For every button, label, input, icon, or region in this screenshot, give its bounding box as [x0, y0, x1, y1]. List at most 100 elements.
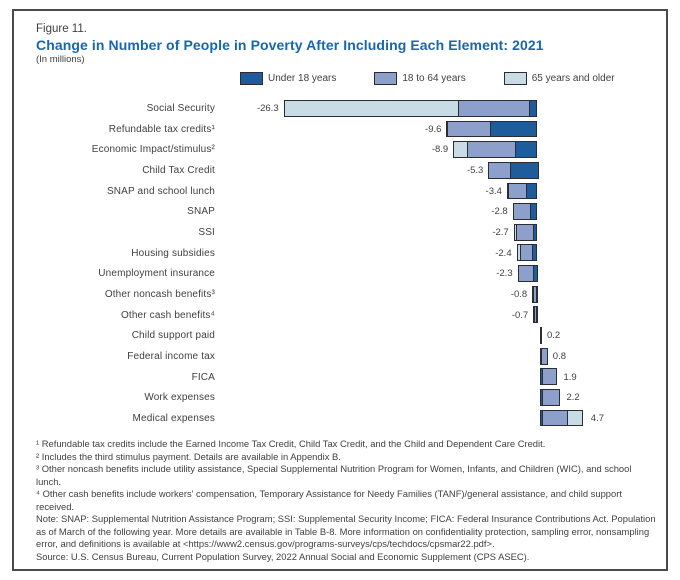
footnote-3: ³ Other noncash benefits include utility…: [36, 463, 632, 487]
bar-segment-18-to-64: [447, 120, 491, 138]
stacked-bar: [446, 120, 538, 138]
legend-label-18-to-64: 18 to 64 years: [402, 73, 466, 85]
value-label: -2.7: [492, 227, 509, 239]
stacked-bar: [540, 347, 548, 365]
chart-row: Refundable tax credits¹ -9.6: [22, 119, 654, 140]
stacked-bar: [540, 389, 561, 406]
category-label: Other cash benefits⁴: [120, 309, 215, 321]
figure-subtitle: (In millions): [36, 54, 85, 66]
bar-segment-under-18: [529, 203, 538, 220]
bar-segment-under-18: [510, 161, 539, 179]
category-label: Child support paid: [131, 330, 215, 342]
legend-swatch-under-18: [240, 72, 263, 86]
bar-segment-18-to-64: [541, 389, 561, 406]
legend-label-65-older: 65 years and older: [531, 73, 615, 85]
value-label: -26.3: [256, 103, 279, 115]
chart-row: Child Tax Credit -5.3: [22, 160, 654, 181]
figure-frame: Figure 11. Change in Number of People in…: [12, 9, 668, 571]
source-text: Source: U.S. Census Bureau, Current Popu…: [36, 550, 530, 562]
stacked-bar: [283, 99, 538, 117]
figure-title: Change in Number of People in Poverty Af…: [36, 37, 544, 54]
footnote-1: ¹ Refundable tax credits include the Ear…: [36, 438, 546, 450]
bar-segment-18-to-64: [488, 161, 512, 179]
stacked-bar: [512, 203, 538, 220]
stacked-bar: [532, 285, 539, 303]
chart-row: SSI -2.7: [22, 222, 654, 243]
value-label: -0.7: [511, 309, 529, 321]
bar-segment-65-older: [283, 99, 460, 117]
value-label: 1.9: [563, 371, 577, 383]
chart-legend: Under 18 years 18 to 64 years 65 years a…: [240, 71, 658, 86]
category-label: SNAP: [187, 206, 215, 218]
category-label: Refundable tax credits¹: [108, 123, 215, 135]
value-label: 0.8: [552, 350, 567, 362]
value-label: -5.3: [466, 165, 484, 177]
chart-row: Housing subsidies -2.4: [22, 243, 654, 264]
bar-segment-18-to-64: [518, 265, 534, 282]
chart-row: SNAP -2.8: [22, 202, 654, 223]
bar-segment-18-to-64: [541, 368, 558, 386]
bar-segment-under-18: [532, 265, 539, 282]
value-label: -2.3: [496, 268, 513, 280]
category-label: Social Security: [146, 103, 215, 115]
category-label: Other noncash benefits³: [104, 288, 215, 300]
bar-segment-18-to-64: [540, 327, 542, 344]
chart-row: Economic Impact/stimulus² -8.9: [22, 140, 654, 161]
stacked-bar: [513, 223, 538, 241]
legend-item-18-to-64: 18 to 64 years: [374, 72, 466, 86]
legend-item-under-18: Under 18 years: [240, 72, 337, 86]
stacked-bar: [540, 368, 558, 386]
footnote-4: ⁴ Other cash benefits include workers' c…: [36, 488, 622, 512]
chart-row: FICA 1.9: [22, 367, 654, 388]
category-label: Economic Impact/stimulus²: [91, 144, 215, 156]
category-label: Federal income tax: [127, 350, 215, 362]
bar-segment-18-to-64: [457, 99, 530, 117]
bar-segment-under-18: [531, 244, 538, 262]
category-label: Unemployment insurance: [98, 268, 215, 280]
bar-segment-65-older: [566, 409, 584, 427]
chart-row: SNAP and school lunch -3.4: [22, 181, 654, 202]
category-label: Work expenses: [144, 392, 215, 404]
value-label: -3.4: [485, 185, 502, 197]
stacked-bar: [540, 327, 542, 344]
chart-row: Work expenses 2.2: [22, 387, 654, 408]
chart-row: Social Security -26.3: [22, 98, 654, 119]
legend-swatch-18-to-64: [374, 72, 398, 86]
note-text: Note: SNAP: Supplemental Nutrition Assis…: [36, 513, 656, 550]
value-label: -2.8: [491, 206, 508, 218]
chart-rows: Social Security -26.3 Refundable tax credi…: [22, 98, 654, 429]
category-label: Medical expenses: [132, 412, 215, 424]
value-label: -2.4: [495, 247, 512, 259]
stacked-bar: [517, 265, 539, 282]
stacked-bar: [533, 306, 539, 324]
footnote-2: ² Includes the third stimulus payment. D…: [36, 450, 341, 462]
chart-row: Medical expenses 4.7: [22, 408, 654, 429]
category-label: FICA: [191, 371, 215, 383]
category-label: SNAP and school lunch: [106, 185, 215, 197]
category-label: Housing subsidies: [131, 247, 215, 259]
bar-segment-under-18: [525, 182, 538, 200]
bar-segment-18-to-64: [516, 223, 535, 241]
stacked-bar: [488, 161, 539, 179]
bar-segment-18-to-64: [513, 203, 531, 220]
chart-row: Child support paid 0.2: [22, 325, 654, 346]
category-label: SSI: [198, 227, 215, 239]
bar-segment-under-18: [528, 99, 538, 117]
legend-swatch-65-older: [503, 72, 527, 86]
footnotes-block: ¹ Refundable tax credits include the Ear…: [36, 438, 658, 563]
bar-segment-18-to-64: [507, 182, 528, 200]
stacked-bar: [540, 409, 584, 427]
value-label: 2.2: [566, 392, 580, 404]
figure-content: Figure 11. Change in Number of People in…: [14, 11, 666, 563]
stacked-bar: [453, 141, 538, 158]
category-label: Child Tax Credit: [142, 165, 215, 177]
value-label: -8.9: [431, 144, 449, 156]
chart-row: Unemployment insurance -2.3: [22, 264, 654, 285]
figure-number: Figure 11.: [36, 23, 87, 35]
legend-label-under-18: Under 18 years: [268, 73, 337, 85]
bar-segment-under-18: [514, 141, 538, 158]
bar-segment-18-to-64: [467, 141, 517, 158]
chart-row: Other cash benefits⁴ -0.7: [22, 305, 654, 326]
stacked-bar: [516, 244, 538, 262]
bar-segment-under-18: [536, 285, 539, 303]
